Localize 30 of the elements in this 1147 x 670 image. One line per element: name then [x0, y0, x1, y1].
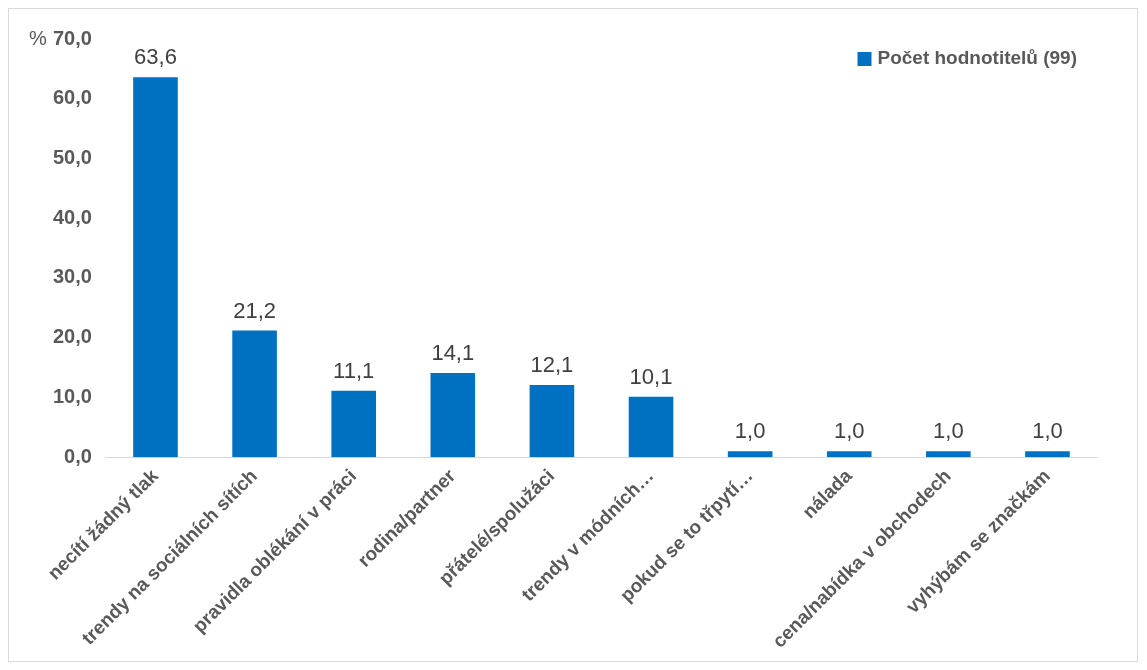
bar	[430, 372, 476, 458]
y-tick-label: 70,0	[52, 26, 92, 49]
data-label: 1,0	[833, 418, 865, 444]
y-tick-label: 10,0	[52, 384, 92, 407]
data-label: 10,1	[629, 363, 673, 389]
bar	[628, 396, 674, 458]
data-label: 1,0	[734, 418, 766, 444]
y-tick-label: 0,0	[64, 444, 92, 467]
y-tick-label: 50,0	[52, 145, 92, 168]
bar	[826, 451, 872, 458]
bar	[926, 451, 971, 458]
data-label: 1,0	[1032, 418, 1063, 444]
bar	[133, 77, 178, 458]
y-tick-label: 30,0	[52, 265, 92, 288]
y-tick-label: 20,0	[52, 325, 92, 348]
bar	[529, 384, 575, 458]
bar	[331, 390, 376, 458]
data-label: 1,0	[933, 418, 964, 444]
bar	[232, 330, 277, 458]
data-label: 14,1	[431, 339, 475, 365]
data-label: 21,2	[233, 297, 276, 323]
y-tick-label: 60,0	[52, 86, 92, 109]
bar	[727, 451, 773, 458]
bar	[1025, 451, 1070, 458]
y-axis-title: %	[29, 26, 47, 49]
data-label: 12,1	[530, 351, 574, 377]
data-label: 11,1	[333, 357, 375, 383]
y-tick-label: 40,0	[52, 205, 92, 228]
legend-label: Počet hodnotitelů (99)	[877, 47, 1077, 69]
data-label: 63,6	[134, 44, 177, 70]
